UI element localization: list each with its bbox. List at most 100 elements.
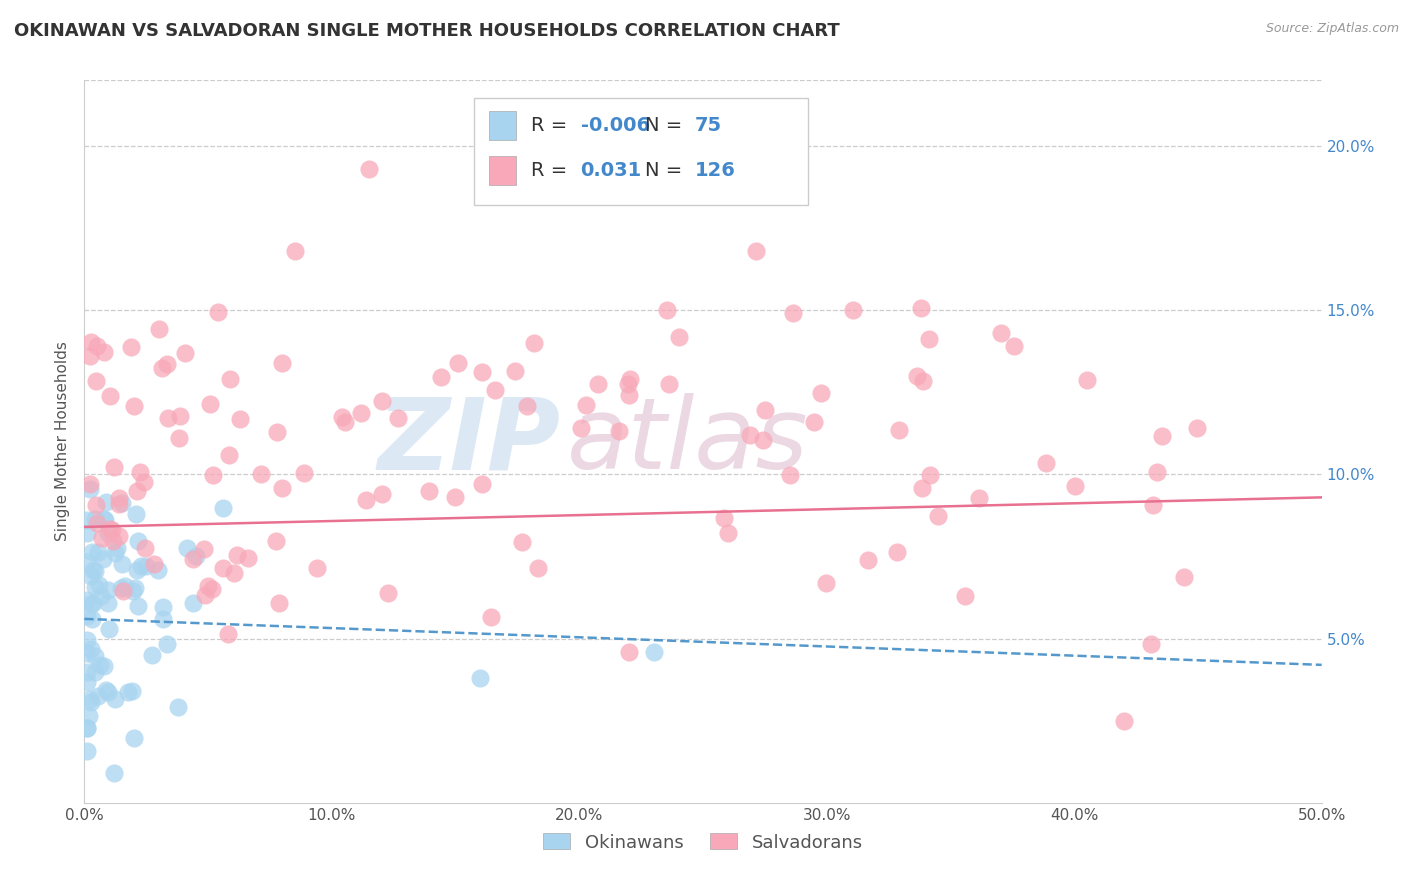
Point bbox=[141, 648, 163, 662]
Point bbox=[1002, 339, 1025, 353]
Point bbox=[101, 523, 124, 537]
Point bbox=[87, 545, 110, 559]
Point bbox=[156, 637, 179, 651]
Point bbox=[80, 334, 103, 349]
Point bbox=[150, 360, 173, 375]
Point bbox=[110, 581, 132, 595]
Point bbox=[658, 376, 681, 391]
Point bbox=[387, 410, 409, 425]
Point bbox=[93, 659, 115, 673]
Point bbox=[236, 551, 259, 566]
Point bbox=[444, 490, 467, 504]
Point bbox=[270, 481, 292, 495]
Point bbox=[217, 627, 239, 641]
Point bbox=[471, 477, 494, 491]
Legend: Okinawans, Salvadorans: Okinawans, Salvadorans bbox=[536, 826, 870, 859]
Point bbox=[79, 691, 101, 706]
Point bbox=[117, 685, 139, 699]
Text: 0.031: 0.031 bbox=[581, 161, 641, 180]
Text: N =: N = bbox=[645, 116, 682, 136]
Point bbox=[249, 467, 271, 481]
Point bbox=[969, 491, 991, 505]
Point bbox=[357, 161, 380, 176]
Text: Source: ZipAtlas.com: Source: ZipAtlas.com bbox=[1265, 22, 1399, 36]
Y-axis label: Single Mother Households: Single Mother Households bbox=[55, 342, 70, 541]
Point bbox=[990, 326, 1012, 340]
Point bbox=[121, 683, 143, 698]
Point bbox=[93, 512, 115, 526]
Point bbox=[142, 557, 165, 571]
Point bbox=[84, 498, 107, 512]
Point bbox=[100, 522, 122, 536]
Point bbox=[886, 544, 908, 558]
Point bbox=[152, 600, 174, 615]
Point bbox=[107, 497, 129, 511]
Point bbox=[111, 496, 134, 510]
Point bbox=[803, 415, 825, 429]
Point bbox=[93, 345, 115, 359]
Point bbox=[657, 302, 679, 317]
Point bbox=[83, 564, 105, 578]
Point bbox=[125, 508, 148, 522]
Point bbox=[779, 468, 801, 483]
Point bbox=[619, 388, 641, 402]
Point bbox=[107, 541, 129, 556]
Point bbox=[266, 425, 288, 440]
Point bbox=[1063, 479, 1085, 493]
Point bbox=[887, 423, 910, 437]
Point bbox=[510, 535, 533, 549]
Point bbox=[377, 586, 399, 600]
Text: -0.006: -0.006 bbox=[581, 116, 650, 136]
Point bbox=[643, 645, 665, 659]
Point bbox=[332, 410, 354, 425]
Point bbox=[911, 374, 934, 388]
Point bbox=[219, 371, 242, 385]
Point bbox=[1185, 420, 1208, 434]
Point bbox=[111, 557, 134, 571]
Point bbox=[174, 346, 197, 360]
FancyBboxPatch shape bbox=[489, 112, 516, 140]
Point bbox=[76, 555, 98, 569]
Point bbox=[108, 491, 131, 505]
Point bbox=[76, 744, 98, 758]
Point bbox=[169, 409, 191, 423]
Point bbox=[1142, 498, 1164, 512]
Point bbox=[98, 389, 121, 403]
Point bbox=[134, 541, 156, 556]
Point bbox=[93, 513, 115, 527]
Point bbox=[82, 612, 104, 626]
Point bbox=[97, 583, 120, 598]
Point bbox=[89, 658, 111, 673]
Point bbox=[447, 357, 470, 371]
Point bbox=[471, 366, 494, 380]
Point bbox=[146, 563, 169, 577]
Point bbox=[89, 578, 111, 592]
Point bbox=[122, 400, 145, 414]
Point bbox=[82, 596, 104, 610]
Point bbox=[76, 513, 98, 527]
Point bbox=[156, 410, 179, 425]
Point bbox=[96, 682, 118, 697]
Point bbox=[218, 448, 240, 462]
Point bbox=[910, 301, 932, 315]
Point bbox=[83, 512, 105, 526]
Point bbox=[200, 582, 222, 596]
Point bbox=[229, 412, 252, 426]
Point bbox=[83, 649, 105, 664]
Point bbox=[86, 338, 108, 352]
Point bbox=[271, 356, 294, 370]
Point bbox=[470, 671, 492, 685]
Point bbox=[782, 306, 804, 320]
Text: R =: R = bbox=[531, 116, 567, 136]
Point bbox=[91, 531, 114, 545]
Point bbox=[371, 487, 394, 501]
Text: N =: N = bbox=[645, 161, 682, 180]
Point bbox=[194, 588, 217, 602]
Point bbox=[569, 420, 592, 434]
Point bbox=[617, 377, 640, 392]
Point bbox=[484, 384, 506, 398]
Point bbox=[617, 645, 640, 659]
Point bbox=[1112, 714, 1135, 728]
Point bbox=[167, 700, 190, 714]
Point bbox=[810, 386, 832, 401]
